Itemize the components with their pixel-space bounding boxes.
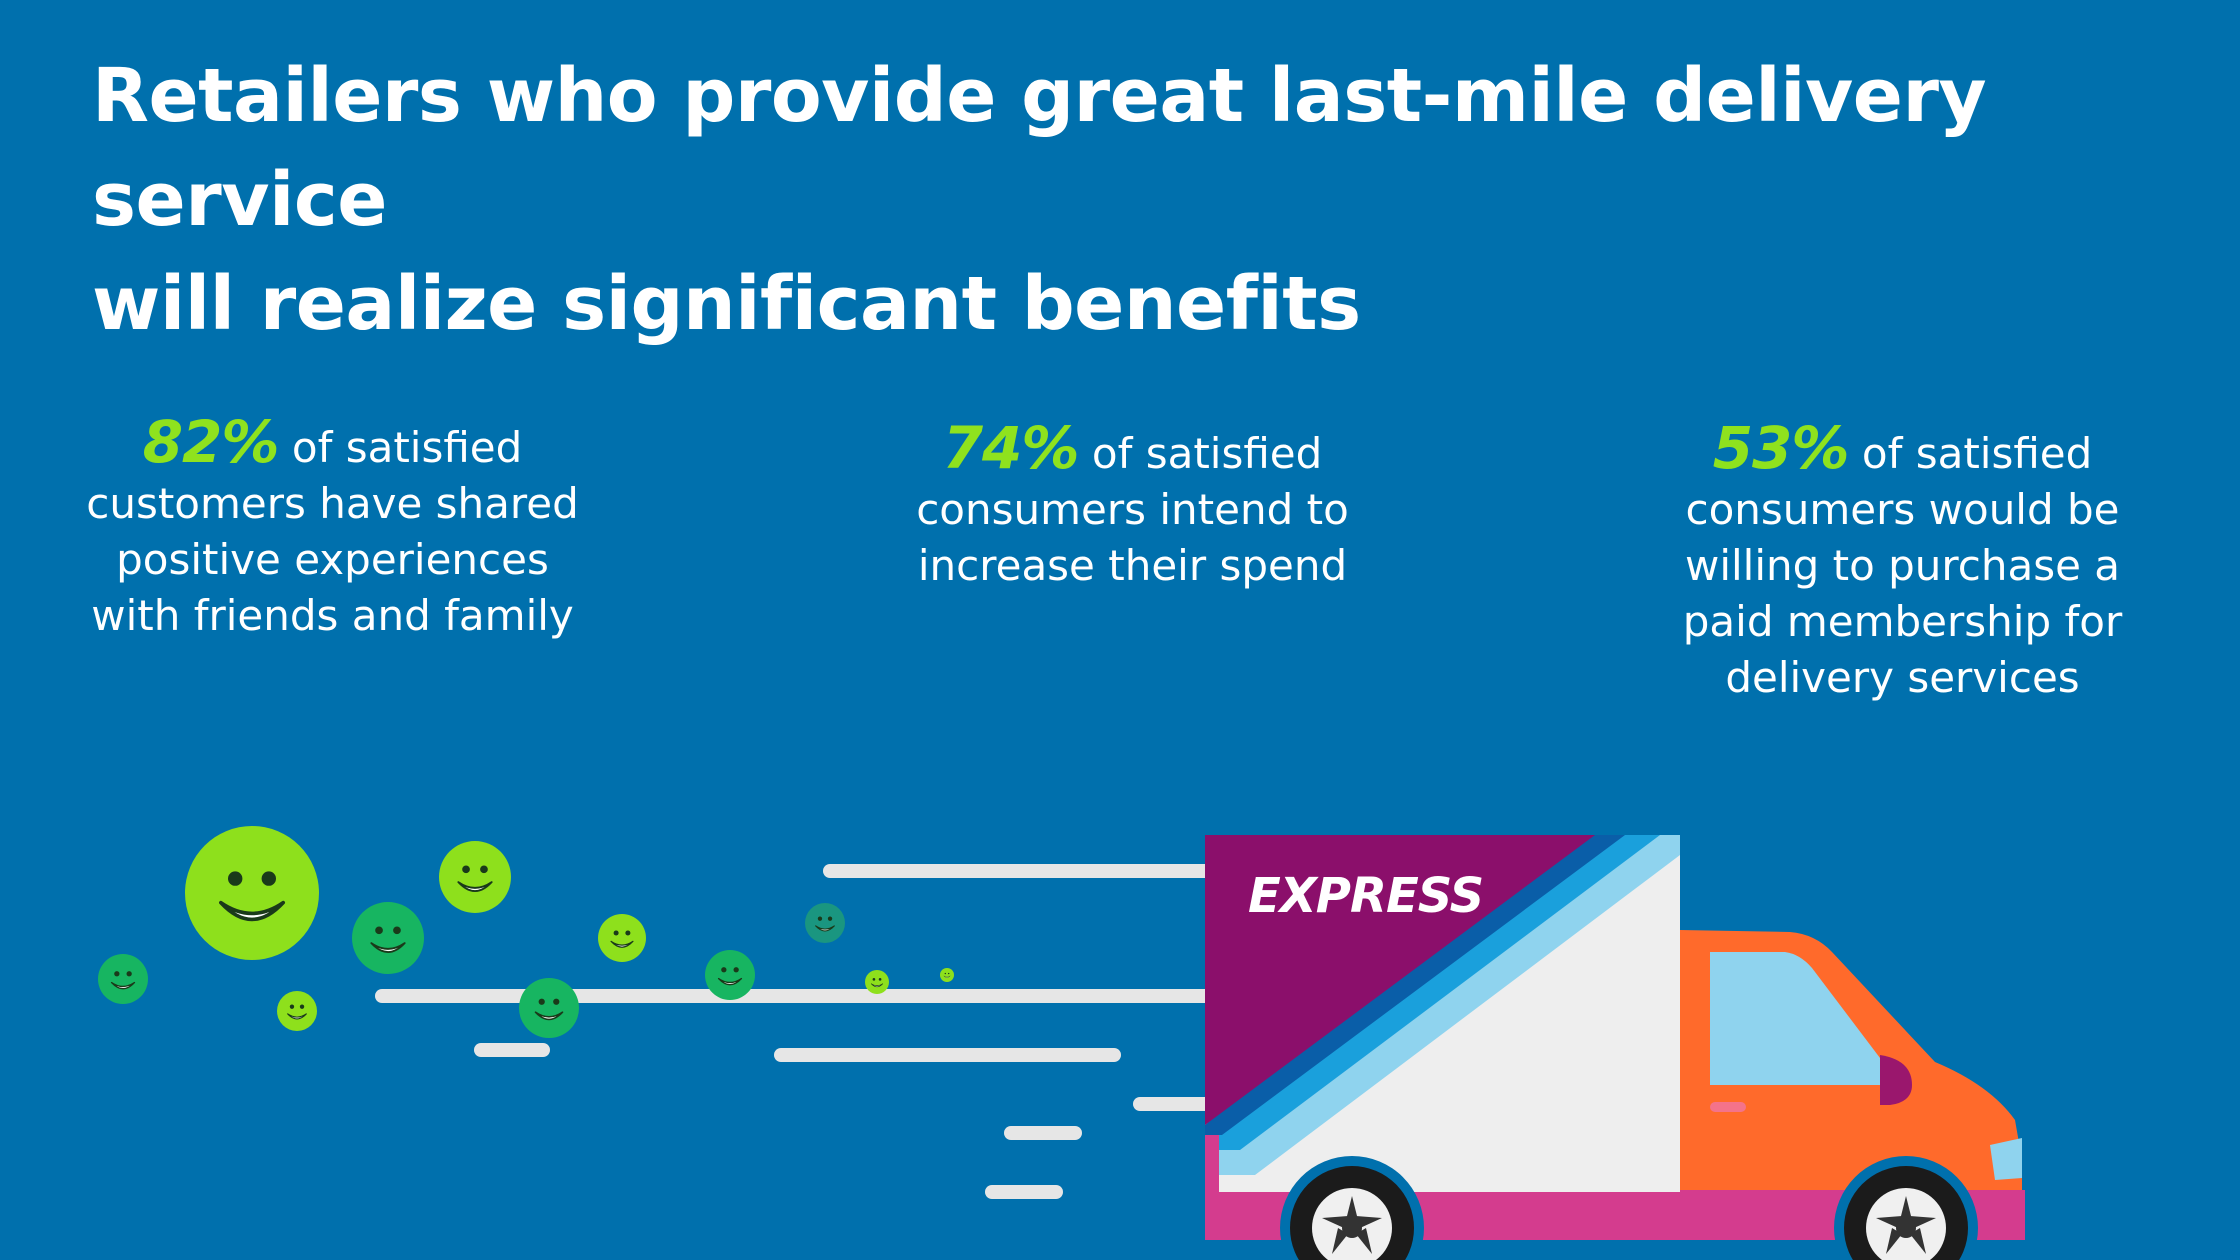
truck-box-base bbox=[1205, 1192, 1680, 1240]
truck-box-stripe-mid bbox=[1205, 835, 1660, 1150]
stat-line: consumers intend to bbox=[916, 485, 1349, 534]
truck-mirror bbox=[1880, 1055, 1912, 1105]
stat-line: paid membership for bbox=[1682, 597, 2123, 646]
stat-percent: 74% bbox=[942, 414, 1080, 482]
truck-box-panel bbox=[1205, 835, 1595, 1125]
stat-line: delivery services bbox=[1725, 653, 2080, 702]
smiley-face-icon bbox=[98, 954, 148, 1004]
smiley-face-icon bbox=[940, 968, 954, 982]
stat-block-53: 53% of satisfied consumers would be will… bbox=[1630, 419, 2175, 706]
smiley-face-icon bbox=[865, 970, 889, 994]
stat-block-82: 82% of satisfied customers have shared p… bbox=[60, 413, 605, 644]
title-line-2: will realize significant benefits bbox=[92, 261, 1361, 347]
smiley-face-icon bbox=[439, 841, 511, 913]
stat-line: with friends and family bbox=[91, 591, 574, 640]
stat-line: consumers would be bbox=[1685, 485, 2120, 534]
stat-line: positive experiences bbox=[116, 535, 549, 584]
stat-block-74: 74% of satisfied consumers intend to inc… bbox=[860, 419, 1405, 594]
smiley-face-icon bbox=[352, 902, 424, 974]
stat-lead: of satisfied bbox=[1078, 429, 1323, 478]
wheel-icon bbox=[1834, 1156, 1978, 1260]
stat-lead: of satisfied bbox=[278, 423, 523, 472]
truck-door-handle bbox=[1710, 1102, 1746, 1112]
truck-label: EXPRESS bbox=[1248, 868, 1483, 924]
wheel-icon bbox=[1280, 1156, 1424, 1260]
truck-windshield bbox=[1710, 952, 1880, 1085]
delivery-illustration: EXPRESS bbox=[98, 826, 2025, 1260]
truck-box-stripe-dark bbox=[1205, 835, 1625, 1135]
title-line-1: Retailers who provide great last-mile de… bbox=[92, 53, 1987, 243]
stat-lead: of satisfied bbox=[1848, 429, 2093, 478]
smileys bbox=[98, 826, 954, 1038]
stat-line: willing to purchase a bbox=[1684, 541, 2121, 590]
stat-percent: 53% bbox=[1712, 414, 1850, 482]
smiley-face-icon bbox=[277, 991, 317, 1031]
page-title: Retailers who provide great last-mile de… bbox=[92, 44, 2172, 356]
speed-lines bbox=[375, 864, 1217, 1199]
smiley-face-icon bbox=[598, 914, 646, 962]
smiley-face-icon bbox=[705, 950, 755, 1000]
smiley-face-icon bbox=[185, 826, 319, 960]
truck-box-stripe-light bbox=[1205, 835, 1680, 1175]
truck-box-edge bbox=[1205, 1135, 1219, 1230]
stat-percent: 82% bbox=[142, 408, 280, 476]
smiley-face-icon bbox=[519, 978, 579, 1038]
stat-line: customers have shared bbox=[86, 479, 579, 528]
smiley-face-icon bbox=[805, 903, 845, 943]
delivery-truck-icon: EXPRESS bbox=[1205, 835, 2025, 1260]
stat-line: increase their spend bbox=[917, 541, 1348, 590]
truck-headlight bbox=[1990, 1138, 2022, 1180]
